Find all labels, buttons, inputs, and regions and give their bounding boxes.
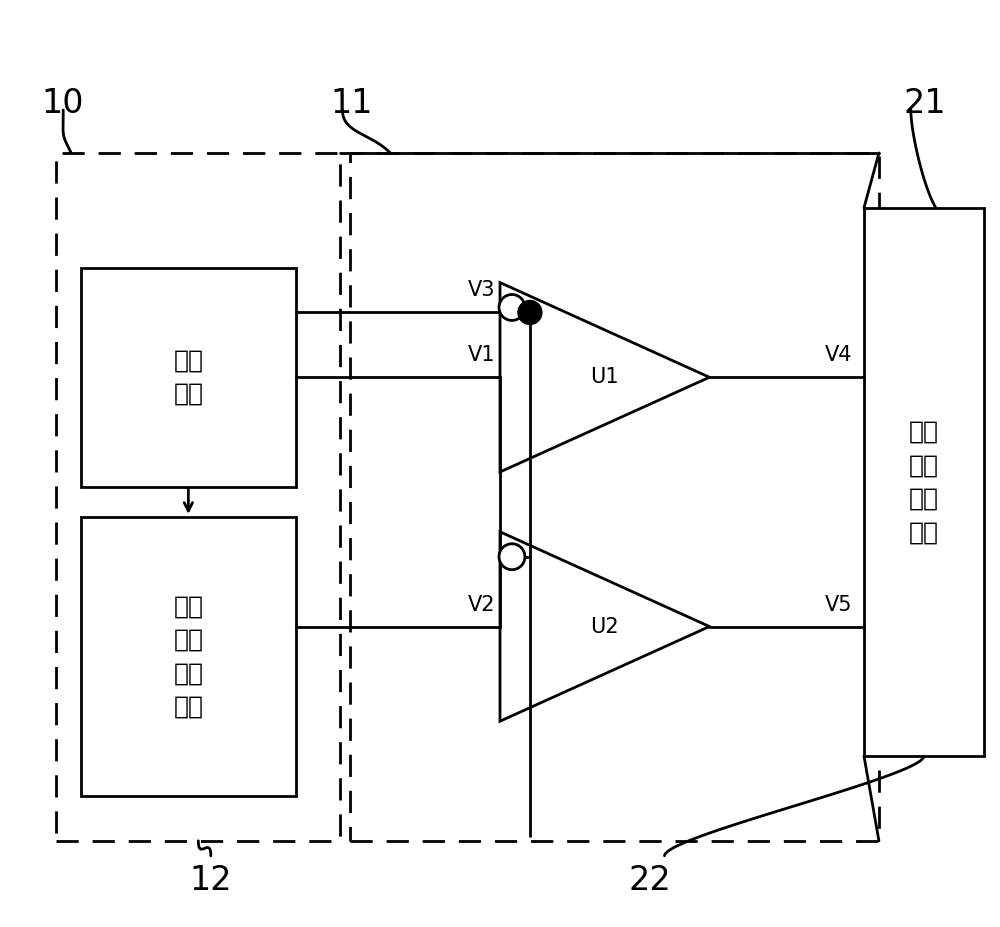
Text: 21: 21 — [904, 86, 947, 120]
Bar — [56, 153, 340, 841]
Text: 22: 22 — [628, 864, 671, 897]
Text: V1: V1 — [468, 345, 495, 365]
Bar — [81, 268, 296, 487]
Text: 微处
理器: 微处 理器 — [173, 349, 203, 406]
Text: V4: V4 — [825, 345, 852, 365]
Bar — [81, 517, 296, 796]
Bar — [864, 208, 984, 756]
Circle shape — [518, 300, 542, 324]
Text: U2: U2 — [590, 616, 619, 637]
Circle shape — [499, 544, 525, 570]
Text: 12: 12 — [189, 864, 232, 897]
Text: V3: V3 — [468, 281, 495, 300]
Text: U1: U1 — [590, 367, 619, 387]
Circle shape — [499, 295, 525, 321]
Text: V5: V5 — [825, 594, 852, 615]
Text: V2: V2 — [468, 594, 495, 615]
Bar — [350, 153, 879, 841]
Text: 激励
信号
调理
电路: 激励 信号 调理 电路 — [909, 420, 939, 544]
Text: 激励
信号
输出
电路: 激励 信号 输出 电路 — [173, 594, 203, 718]
Text: 11: 11 — [330, 86, 373, 120]
Text: 10: 10 — [41, 86, 84, 120]
